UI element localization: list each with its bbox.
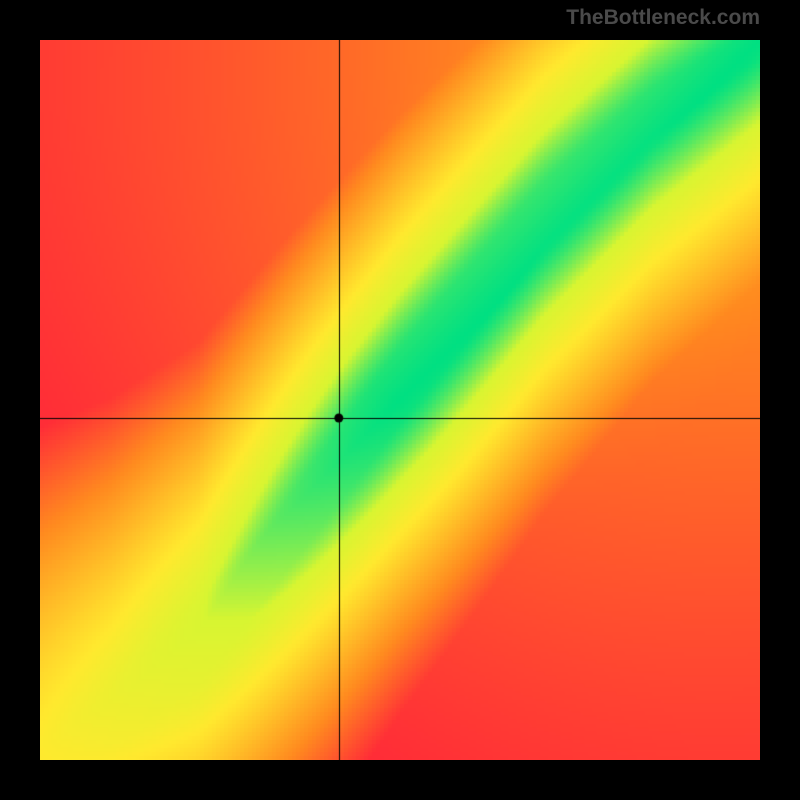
heatmap-canvas [40,40,760,760]
watermark-text: TheBottleneck.com [566,6,760,30]
heatmap-chart [40,40,760,760]
